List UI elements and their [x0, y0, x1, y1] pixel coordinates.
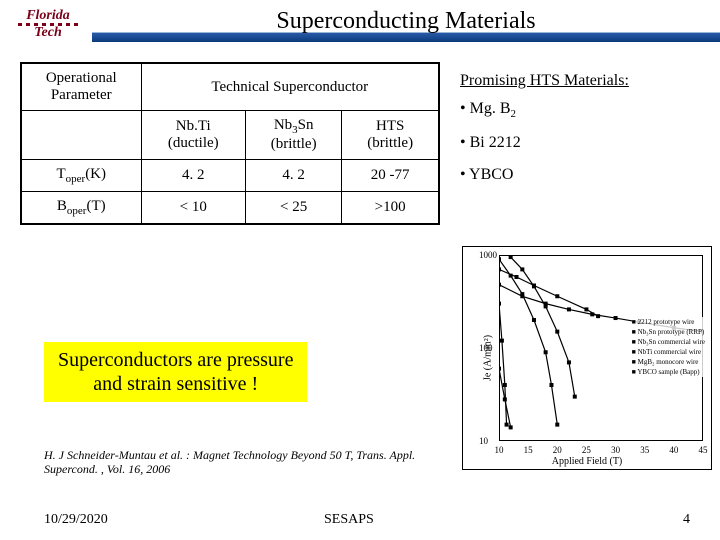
- chart-ylabel: Je (A/mm²): [483, 335, 494, 381]
- r0c2: 20 -77: [342, 160, 439, 192]
- title-area: Superconducting Materials: [92, 0, 720, 48]
- item0-pre: • Mg. B: [460, 100, 511, 117]
- th-param: Operational Parameter: [21, 63, 141, 111]
- col-nbti: Nb.Ti (ductile): [141, 111, 246, 160]
- r1-pre: B: [57, 198, 67, 214]
- col-hts: HTS (brittle): [342, 111, 439, 160]
- highlight-l2: and strain sensitive !: [93, 373, 258, 395]
- chart-xtick: 25: [582, 445, 591, 455]
- legend-item: YBCO sample (Bapp): [632, 367, 705, 377]
- reference-text: H. J Schneider-Muntau et al. : Magnet Te…: [44, 448, 415, 476]
- chart-xtick: 15: [524, 445, 533, 455]
- col0-l1: Nb.Ti: [176, 118, 211, 134]
- chart-xtick: 30: [611, 445, 620, 455]
- chart-xtick: 35: [640, 445, 649, 455]
- superconductor-table: Operational Parameter Technical Supercon…: [20, 62, 440, 225]
- chart-xtick: 45: [699, 445, 708, 455]
- promising-materials: Promising HTS Materials: • Mg. B2 • Bi 2…: [460, 72, 629, 198]
- reference-citation: H. J Schneider-Muntau et al. : Magnet Te…: [44, 448, 424, 476]
- list-item: • YBCO: [460, 166, 629, 184]
- legend-item: Nb₃Sn prototype (RRP): [632, 327, 705, 337]
- chart-xtick: 40: [669, 445, 678, 455]
- item1-pre: • Bi 2212: [460, 134, 521, 151]
- list-item: • Bi 2212: [460, 134, 629, 152]
- r0c0: 4. 2: [141, 160, 246, 192]
- slide-footer: 10/29/2020 SESAPS 4: [0, 512, 720, 528]
- col-nb3sn: Nb3Sn (brittle): [246, 111, 342, 160]
- chart-ytick: 100: [479, 343, 493, 353]
- slide-header: Florida Tech Superconducting Materials: [0, 0, 720, 48]
- legend-item: 2212 prototype wire: [632, 317, 705, 327]
- chart-xtick: 20: [553, 445, 562, 455]
- r1c2: >100: [342, 192, 439, 225]
- chart-xlabel: Applied Field (T): [463, 456, 711, 467]
- logo-line1: Florida: [26, 9, 70, 22]
- superconductor-table-area: Operational Parameter Technical Supercon…: [20, 62, 440, 225]
- th-blank: [21, 111, 141, 160]
- th-tech: Technical Superconductor: [141, 63, 439, 111]
- legend-item: Nb₃Sn commercial wire: [632, 337, 705, 347]
- col1-l2: (brittle): [271, 136, 317, 152]
- florida-tech-logo: Florida Tech: [4, 1, 92, 47]
- highlight-box: Superconductors are pressure and strain …: [44, 342, 307, 402]
- promising-heading: Promising HTS Materials:: [460, 72, 629, 90]
- footer-date: 10/29/2020: [44, 512, 264, 528]
- chart-ytick: 10: [479, 436, 488, 446]
- footer-page-number: 4: [650, 512, 690, 528]
- r0-pre: T: [56, 166, 65, 182]
- table-row: Toper(K) 4. 2 4. 2 20 -77: [21, 160, 439, 192]
- r1-post: (T): [86, 198, 105, 214]
- item0-sub: 2: [511, 108, 517, 120]
- legend-item: NbTi commercial wire: [632, 347, 705, 357]
- row1-param: Boper(T): [21, 192, 141, 225]
- col2-l1: HTS: [376, 118, 404, 134]
- row0-param: Toper(K): [21, 160, 141, 192]
- r1-sub: oper: [67, 205, 87, 217]
- chart-ytick: 1000: [479, 250, 497, 260]
- list-item: • Mg. B2: [460, 100, 629, 120]
- table-row: Boper(T) < 10 < 25 >100: [21, 192, 439, 225]
- r1c1: < 25: [246, 192, 342, 225]
- chart-xtick: 10: [495, 445, 504, 455]
- chart-legend: 2212 prototype wireNb₃Sn prototype (RRP)…: [632, 317, 705, 377]
- col2-l2: (brittle): [367, 135, 413, 151]
- footer-conference: SESAPS: [264, 512, 650, 528]
- jc-vs-field-chart: Je (A/mm²) 2212 prototype wireNb₃Sn prot…: [462, 246, 712, 470]
- col1-l1a: Nb: [274, 117, 292, 133]
- col0-l2: (ductile): [168, 135, 219, 151]
- r0-post: (K): [85, 166, 106, 182]
- r0c1: 4. 2: [246, 160, 342, 192]
- col1-l1b: Sn: [298, 117, 314, 133]
- r1c0: < 10: [141, 192, 246, 225]
- r0-sub: oper: [66, 173, 86, 185]
- logo-line2: Tech: [34, 26, 61, 39]
- legend-item: MgB₂ monocore wire: [632, 357, 705, 367]
- item2-pre: • YBCO: [460, 166, 513, 183]
- highlight-l1: Superconductors are pressure: [58, 349, 293, 371]
- slide-title: Superconducting Materials: [276, 8, 535, 41]
